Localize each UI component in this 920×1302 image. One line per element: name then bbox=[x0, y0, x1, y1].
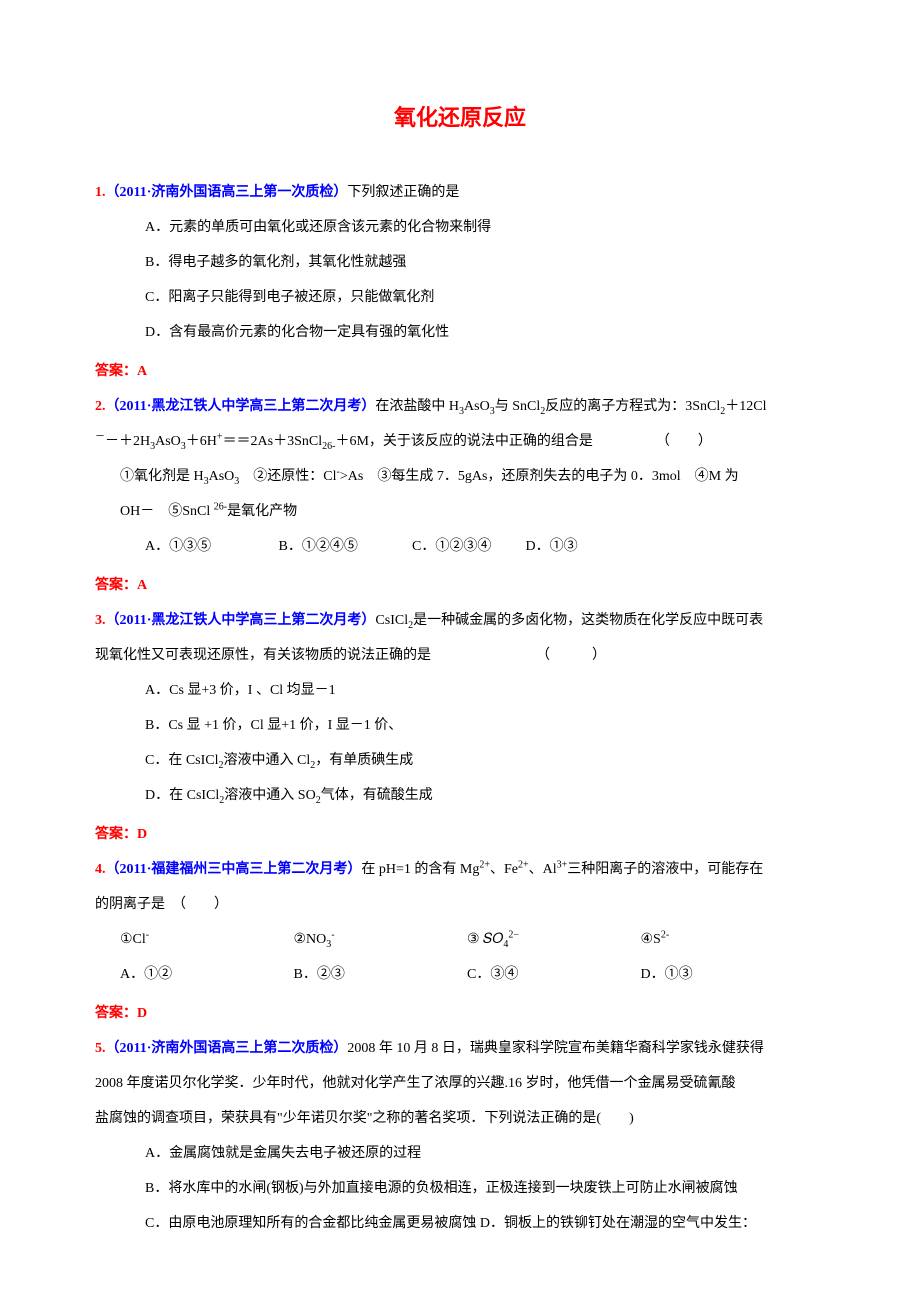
q4-ion2: ②NO3- bbox=[294, 922, 464, 957]
q4-s2: 、Fe bbox=[490, 862, 518, 877]
q2-l2b: AsO bbox=[155, 434, 181, 449]
q4-sup1: 2+ bbox=[479, 859, 490, 870]
q5-option-c: C．由原电池原理知所有的合金都比纯金属更易被腐蚀 D．铜板上的铁铆钉处在潮湿的空… bbox=[95, 1206, 825, 1241]
q4-ion3: ③ 𝑆𝑂42− bbox=[467, 922, 637, 957]
q3-stem-line2: 现氧化性又可表现还原性，有关该物质的说法正确的是 （ ） bbox=[95, 638, 825, 673]
q4-source: （2011·福建福州三中高三上第二次月考） bbox=[106, 862, 362, 877]
q4-num: 4. bbox=[95, 862, 106, 877]
q4-answer: 答案：D bbox=[95, 996, 825, 1031]
q2-l3a: ①氧化剂是 H bbox=[120, 469, 204, 484]
q4-option-a: A．①② bbox=[120, 957, 290, 992]
q5-stem-line3: 盐腐蚀的调查项目，荣获具有"少年诺贝尔奖"之称的著名奖项．下列说法正确的是( ) bbox=[95, 1101, 825, 1136]
q2-option-c: C．①②③④ bbox=[412, 529, 522, 564]
q4-s3: 、Al bbox=[529, 862, 557, 877]
q3-d3: 气体，有硫酸生成 bbox=[321, 788, 433, 803]
q2-sub7: 26- bbox=[322, 441, 335, 452]
q5-source: （2011·济南外国语高三上第二次质检） bbox=[106, 1041, 348, 1056]
q1-stem-text: 下列叙述正确的是 bbox=[347, 185, 459, 200]
q2-l3c: ②还原性：Cl bbox=[239, 469, 336, 484]
q2-l2d: ＝＝2As＋3SnCl bbox=[223, 434, 323, 449]
question-2: 2.（2011·黑龙江铁人中学高三上第二次月考）在浓盐酸中 H3AsO3与 Sn… bbox=[95, 389, 825, 564]
q3-stem-line1: 3.（2011·黑龙江铁人中学高三上第二次月考）CsICl2是一种碱金属的多卤化… bbox=[95, 603, 825, 638]
q2-stem-line1: 2.（2011·黑龙江铁人中学高三上第二次月考）在浓盐酸中 H3AsO3与 Sn… bbox=[95, 389, 825, 424]
q2-option-a: A．①③⑤ bbox=[145, 529, 275, 564]
q2-sup1: － bbox=[95, 431, 105, 442]
q5-stem-line1: 5.（2011·济南外国语高三上第二次质检）2008 年 10 月 8 日，瑞典… bbox=[95, 1031, 825, 1066]
q3-c2: 溶液中通入 Cl bbox=[224, 753, 311, 768]
q1-option-b: B．得电子越多的氧化剂，其氧化性就越强 bbox=[95, 245, 825, 280]
question-1: 1.（2011·济南外国语高三上第一次质检）下列叙述正确的是 A．元素的单质可由… bbox=[95, 175, 825, 350]
q3-c1: C．在 CsICl bbox=[145, 753, 219, 768]
q4-ion1: ①Cl- bbox=[120, 922, 290, 957]
q2-source: （2011·黑龙江铁人中学高三上第二次月考） bbox=[106, 399, 376, 414]
q1-option-a: A．元素的单质可由氧化或还原含该元素的化合物来制得 bbox=[95, 210, 825, 245]
question-3: 3.（2011·黑龙江铁人中学高三上第二次月考）CsICl2是一种碱金属的多卤化… bbox=[95, 603, 825, 813]
q2-s5: ＋12Cl bbox=[725, 399, 766, 414]
q2-answer: 答案：A bbox=[95, 568, 825, 603]
q1-answer: 答案：A bbox=[95, 354, 825, 389]
q2-stem-line2: －－＋2H3AsO3＋6H+＝＝2As＋3SnCl26-＋6M，关于该反应的说法… bbox=[95, 424, 825, 459]
q3-option-a: A．Cs 显+3 价，I 、Cl 均显－1 bbox=[95, 673, 825, 708]
q5-option-a: A．金属腐蚀就是金属失去电子被还原的过程 bbox=[95, 1136, 825, 1171]
q2-options: A．①③⑤ B．①②④⑤ C．①②③④ D．①③ bbox=[95, 529, 825, 564]
q3-s2: 是一种碱金属的多卤化物，这类物质在化学反应中既可表 bbox=[413, 613, 763, 628]
q4-sup3: 3+ bbox=[557, 859, 568, 870]
q2-option-d: D．①③ bbox=[526, 539, 578, 554]
q3-option-d: D．在 CsICl2溶液中通入 SO2气体，有硫酸生成 bbox=[95, 778, 825, 813]
q2-stem-line4: OH－ ⑤SnCl 26-是氧化产物 bbox=[95, 494, 825, 529]
q5-option-b: B．将水库中的水闸(钢板)与外加直接电源的负极相连，正极连接到一块废铁上可防止水… bbox=[95, 1171, 825, 1206]
q3-d2: 溶液中通入 SO bbox=[224, 788, 315, 803]
q1-option-c: C．阳离子只能得到电子被还原，只能做氧化剂 bbox=[95, 280, 825, 315]
q4-ion4: ④S2- bbox=[641, 932, 670, 947]
q1-stem: 1.（2011·济南外国语高三上第一次质检）下列叙述正确的是 bbox=[95, 175, 825, 210]
q4-sup2: 2+ bbox=[518, 859, 529, 870]
q3-source: （2011·黑龙江铁人中学高三上第二次月考） bbox=[106, 613, 376, 628]
q2-stem-line3: ①氧化剂是 H3AsO3 ②还原性：Cl->As ③每生成 7．5gAs，还原剂… bbox=[95, 459, 825, 494]
q3-answer: 答案：D bbox=[95, 817, 825, 852]
q2-s3: 与 SnCl bbox=[495, 399, 541, 414]
q2-s2: AsO bbox=[464, 399, 490, 414]
q2-l4b: 是氧化产物 bbox=[227, 504, 297, 519]
q2-l2a: －＋2H bbox=[105, 434, 150, 449]
q2-option-b: B．①②④⑤ bbox=[279, 529, 409, 564]
q4-option-b: B．②③ bbox=[294, 957, 464, 992]
q5-s1: 2008 年 10 月 8 日，瑞典皇家科学院宣布美籍华裔科学家钱永健获得 bbox=[347, 1041, 764, 1056]
q4-stem-line1: 4.（2011·福建福州三中高三上第二次月考）在 pH=1 的含有 Mg2+、F… bbox=[95, 852, 825, 887]
q3-num: 3. bbox=[95, 613, 106, 628]
q2-l2e: ＋6M，关于该反应的说法中正确的组合是 （ ） bbox=[335, 434, 711, 449]
q2-s1: 在浓盐酸中 H bbox=[375, 399, 459, 414]
q1-option-d: D．含有最高价元素的化合物一定具有强的氧化性 bbox=[95, 315, 825, 350]
q2-l4a: OH－ ⑤SnCl bbox=[120, 504, 214, 519]
q2-sup4: 26- bbox=[214, 501, 227, 512]
q4-option-d: D．①③ bbox=[641, 967, 693, 982]
q3-option-c: C．在 CsICl2溶液中通入 Cl2，有单质碘生成 bbox=[95, 743, 825, 778]
q2-s4: 反应的离子方程式为：3SnCl bbox=[545, 399, 720, 414]
q3-c3: ，有单质碘生成 bbox=[315, 753, 413, 768]
q3-d1: D．在 CsICl bbox=[145, 788, 219, 803]
question-5: 5.（2011·济南外国语高三上第二次质检）2008 年 10 月 8 日，瑞典… bbox=[95, 1031, 825, 1241]
q4-s4: 三种阳离子的溶液中，可能存在 bbox=[567, 862, 763, 877]
q2-num: 2. bbox=[95, 399, 106, 414]
page-title: 氧化还原反应 bbox=[95, 90, 825, 145]
q4-option-c: C．③④ bbox=[467, 957, 637, 992]
q4-stem-line2: 的阴离子是 （ ） bbox=[95, 887, 825, 922]
q4-ion-options: ①Cl- ②NO3- ③ 𝑆𝑂42− ④S2- bbox=[95, 922, 825, 957]
q4-s1: 在 pH=1 的含有 Mg bbox=[361, 862, 479, 877]
q3-option-b: B．Cs 显 +1 价，Cl 显+1 价，I 显－1 价、 bbox=[95, 708, 825, 743]
question-4: 4.（2011·福建福州三中高三上第二次月考）在 pH=1 的含有 Mg2+、F… bbox=[95, 852, 825, 992]
q5-stem-line2: 2008 年度诺贝尔化学奖．少年时代，他就对化学产生了浓厚的兴趣.16 岁时，他… bbox=[95, 1066, 825, 1101]
q2-l3b: AsO bbox=[209, 469, 235, 484]
q2-l3d: >As ③每生成 7．5gAs，还原剂失去的电子为 0．3mol ④M 为 bbox=[340, 469, 739, 484]
q1-source: （2011·济南外国语高三上第一次质检） bbox=[106, 185, 348, 200]
q3-s1: CsICl bbox=[375, 613, 408, 628]
q5-num: 5. bbox=[95, 1041, 106, 1056]
q4-options: A．①② B．②③ C．③④ D．①③ bbox=[95, 957, 825, 992]
q2-l2c: ＋6H bbox=[186, 434, 217, 449]
q1-num: 1. bbox=[95, 185, 106, 200]
